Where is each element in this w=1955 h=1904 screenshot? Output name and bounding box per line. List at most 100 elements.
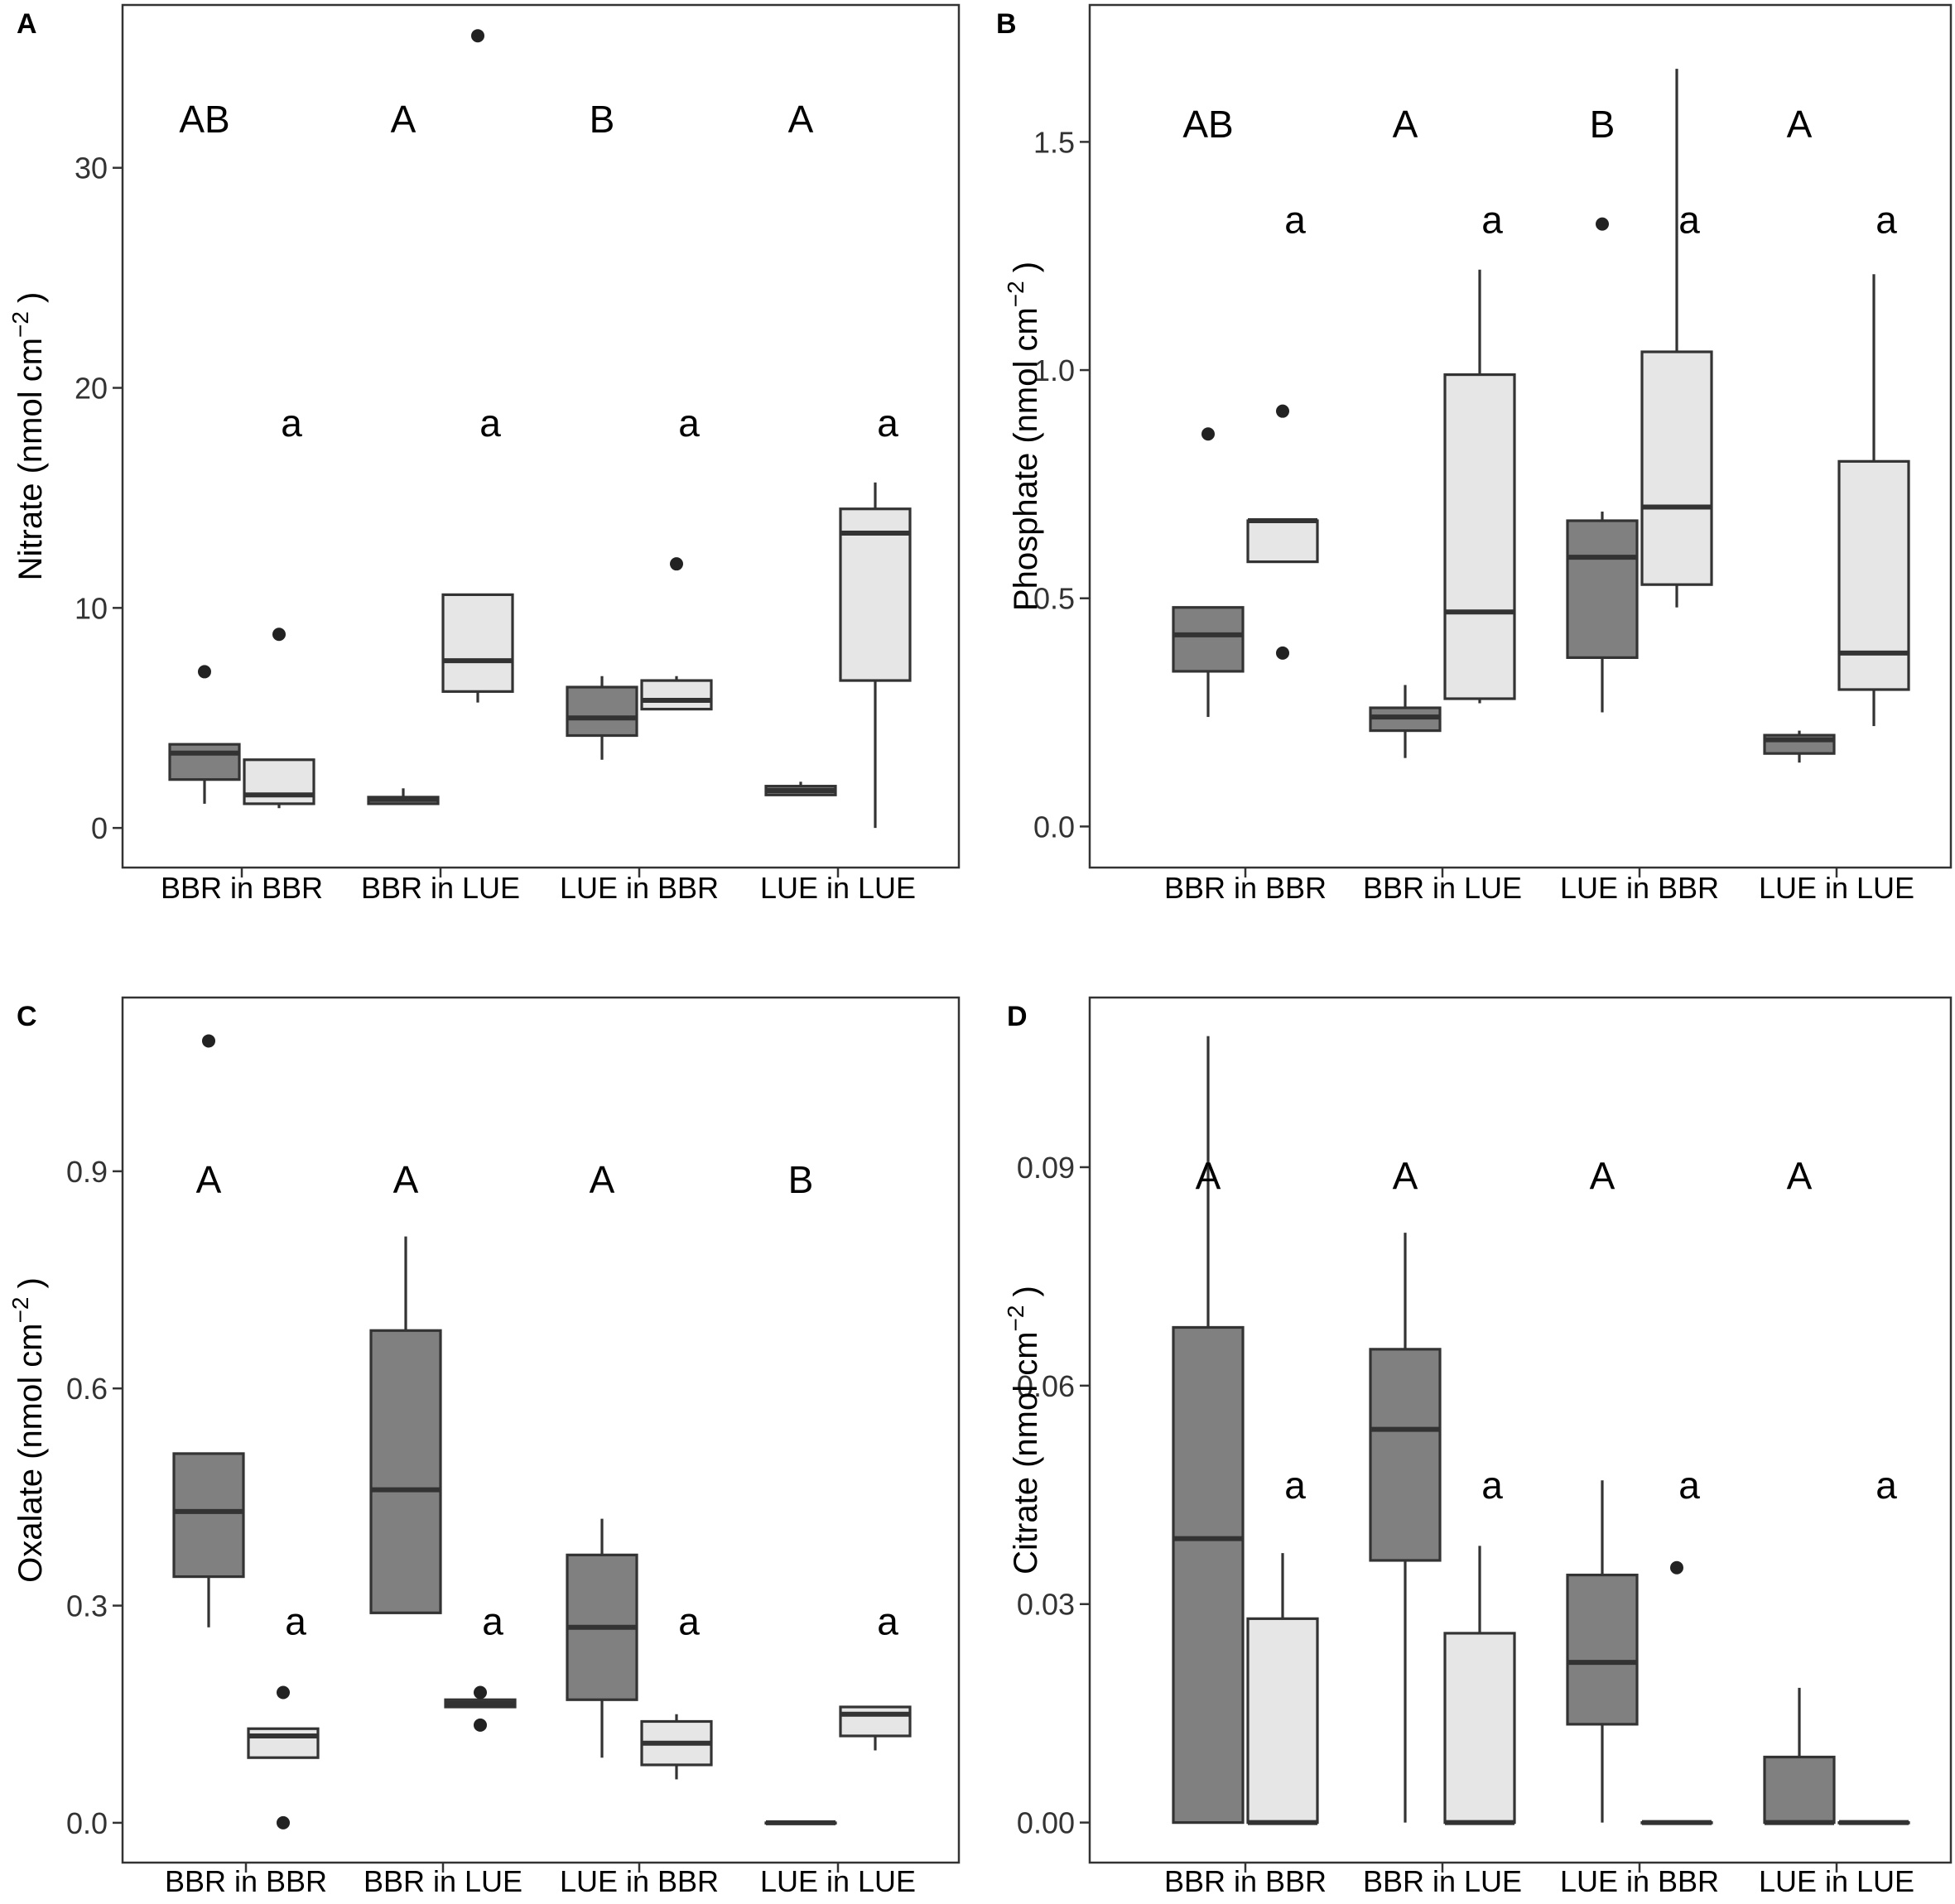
panel-d-lower-letter: a xyxy=(1481,1464,1503,1507)
panel-c-category-label: LUE in BBR xyxy=(560,1864,719,1898)
box-body xyxy=(369,1329,442,1614)
panel-a-box-light xyxy=(441,29,514,703)
panel-a-lower-letter: a xyxy=(877,401,898,445)
panel-c-box-light xyxy=(444,1685,517,1732)
panel-d-ytick-label: 0.06 xyxy=(1017,1369,1075,1403)
panel-a-box-light xyxy=(243,627,315,809)
panel-a-box-dark xyxy=(566,676,638,760)
panel-b-ytick-label: 1.5 xyxy=(1033,125,1075,159)
panel-c-lower-letter: a xyxy=(678,1600,700,1643)
outlier-point xyxy=(277,1815,290,1829)
box-body xyxy=(168,743,241,781)
outlier-point xyxy=(1596,217,1609,231)
panel-d-category-label: LUE in BBR xyxy=(1560,1864,1719,1898)
box-body xyxy=(1566,519,1639,659)
panel-d-box-dark xyxy=(1172,1036,1245,1825)
outlier-point xyxy=(202,1034,215,1048)
panel-d-lower-letter: a xyxy=(1678,1464,1700,1507)
panel-a-box-dark xyxy=(764,781,837,796)
panel-c: C 0.0 0.3 0.6 0.9 Oxalate (nmol cm−2) BBR in B… xyxy=(7,996,961,1898)
panel-d-lower-letter: a xyxy=(1876,1464,1897,1507)
panel-d-upper-letter: A xyxy=(1196,1154,1221,1197)
panel-d-box-light xyxy=(1640,1560,1713,1825)
outlier-point xyxy=(277,1685,290,1700)
panel-c-ytick-label: 0.0 xyxy=(66,1806,108,1840)
panel-d-category-label: BBR in BBR xyxy=(1164,1864,1327,1898)
panel-a-frame xyxy=(121,3,961,869)
panel-c-category-label: BBR in LUE xyxy=(364,1864,522,1898)
panel-d-box-dark xyxy=(1369,1233,1442,1823)
panel-c-letter: C xyxy=(17,1001,37,1032)
panel-c-ytick-label: 0.3 xyxy=(66,1589,108,1623)
panel-a-lower-letter: a xyxy=(281,401,302,445)
panel-c-upper-letter: A xyxy=(196,1158,222,1201)
box-body xyxy=(441,593,514,693)
box-body xyxy=(1246,1617,1319,1825)
outlier-point xyxy=(474,1685,487,1700)
panel-a-letter: A xyxy=(17,8,37,40)
panel-c-lower-letter: a xyxy=(285,1600,306,1643)
panel-b-box-dark xyxy=(1566,217,1639,713)
box-body xyxy=(1246,519,1319,564)
box-body xyxy=(1566,1573,1639,1726)
panel-b-ytick-label: 1.0 xyxy=(1033,353,1075,387)
panel-c-box-dark xyxy=(172,1034,245,1628)
panel-b-box-dark xyxy=(1369,685,1442,758)
panel-d: D 0.00 0.03 0.06 0.09 Citrate (nmol cm−2) BBR … xyxy=(1003,996,1953,1898)
panel-d-box-light xyxy=(1837,1820,1910,1825)
panel-a-category-label: BBR in BBR xyxy=(161,871,323,905)
panel-a-category-label: LUE in BBR xyxy=(560,871,719,905)
panel-a-upper-letter: B xyxy=(590,98,615,141)
panel-b-box-light xyxy=(1443,269,1516,704)
panel-b-ytick-label: 0.5 xyxy=(1033,582,1075,616)
panel-c-upper-letter: B xyxy=(788,1158,814,1201)
panel-c-box-light xyxy=(839,1705,912,1751)
outlier-point xyxy=(474,1718,487,1732)
box-body xyxy=(566,685,638,738)
panel-b-box-light xyxy=(1837,274,1910,727)
panel-b: B 0.0 0.5 1.0 1.5 Phosphate (nmol cm−2) BBR in… xyxy=(996,3,1953,905)
panel-b-upper-letter: A xyxy=(1393,103,1418,146)
panel-c-ylabel: Oxalate (nmol cm−2) xyxy=(7,1277,49,1583)
panel-b-ylabel: Phosphate (nmol cm−2) xyxy=(1003,262,1044,611)
panel-d-ytick-label: 0.00 xyxy=(1017,1806,1075,1840)
panel-d-category-label: BBR in LUE xyxy=(1363,1864,1522,1898)
panel-c-lower-letter: a xyxy=(877,1600,898,1643)
box-body xyxy=(247,1727,320,1759)
panel-b-box-light xyxy=(1640,69,1713,608)
panel-d-lower-letter: a xyxy=(1284,1464,1306,1507)
panel-c-upper-letter: A xyxy=(393,1158,419,1201)
panel-d-letter: D xyxy=(1007,1001,1028,1032)
panel-d-category-label: LUE in LUE xyxy=(1759,1864,1914,1898)
outlier-point xyxy=(272,627,286,642)
panel-a-upper-letter: A xyxy=(391,98,417,141)
box-body xyxy=(1172,1325,1245,1825)
panel-d-upper-letter: A xyxy=(1393,1154,1418,1197)
panel-c-box-light xyxy=(640,1714,713,1780)
box-body xyxy=(839,507,912,682)
panel-c-upper-letter: A xyxy=(590,1158,615,1201)
panel-a-ytick-label: 30 xyxy=(75,151,108,185)
panel-d-upper-letter: A xyxy=(1590,1154,1616,1197)
panel-c-category-label: LUE in LUE xyxy=(760,1864,916,1898)
outlier-point xyxy=(471,29,484,43)
outlier-point xyxy=(670,557,683,571)
panel-b-category-label: BBR in LUE xyxy=(1363,871,1522,905)
box-body xyxy=(1369,1348,1442,1562)
panel-d-ylabel: Citrate (nmol cm−2) xyxy=(1003,1286,1044,1575)
box-body xyxy=(172,1452,245,1579)
box-body xyxy=(1763,1755,1836,1825)
panel-b-box-dark xyxy=(1172,427,1245,718)
outlier-point xyxy=(1670,1560,1683,1575)
panel-a-box-dark xyxy=(168,665,241,804)
panel-a-category-label: LUE in LUE xyxy=(760,871,916,905)
panel-d-box-dark xyxy=(1763,1687,1836,1825)
panel-c-box-dark xyxy=(566,1518,638,1758)
panel-a-box-light xyxy=(839,482,912,829)
outlier-point xyxy=(198,665,211,679)
panel-b-upper-letter: AB xyxy=(1182,103,1233,146)
panel-a-lower-letter: a xyxy=(678,401,700,445)
box-body xyxy=(1443,1632,1516,1825)
